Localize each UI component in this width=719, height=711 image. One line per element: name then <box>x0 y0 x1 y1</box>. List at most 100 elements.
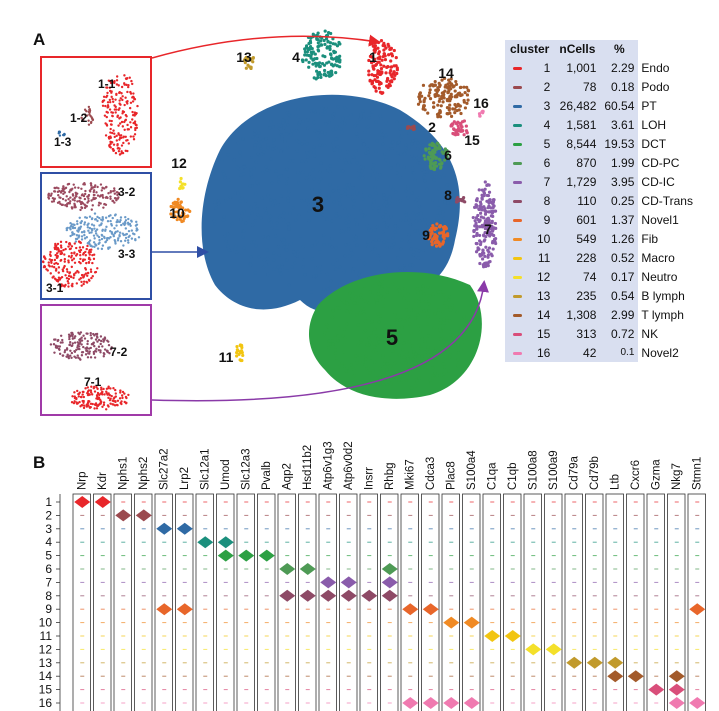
violin-gene-column <box>195 493 214 711</box>
violin-gene-column <box>236 493 255 711</box>
cluster-pct: 1.37 <box>600 210 639 229</box>
cluster-swatch <box>505 115 529 134</box>
cluster-tick-label: 12 <box>39 642 53 656</box>
cluster-id: 11 <box>529 248 555 267</box>
violin-mark <box>340 589 357 602</box>
cluster-celltype: Endo <box>638 58 697 77</box>
violin-mark <box>258 549 275 562</box>
color-swatch-icon <box>512 218 522 222</box>
violin-mark <box>299 589 316 602</box>
violin-mark <box>463 697 480 709</box>
cluster-row: 1 1,001 2.29 Endo <box>505 58 697 77</box>
cluster-table: cluster nCells % 1 1,001 2.29 Endo 2 78 0.18 Po… <box>505 40 697 362</box>
gene-tick-label: Aqp2 <box>281 463 293 490</box>
gene-tick-label: Cdca3 <box>425 457 437 490</box>
violin-mark <box>320 576 337 589</box>
cluster-tick-label: 3 <box>45 522 52 536</box>
violin-mark <box>422 697 439 709</box>
cluster-celltype: Novel2 <box>638 343 697 362</box>
tsne-cluster-label: 1 <box>369 49 377 65</box>
cluster-pct: 0.18 <box>600 77 639 96</box>
violin-gene-column <box>523 493 542 711</box>
cluster-row: 14 1,308 2.99 T lymph <box>505 305 697 324</box>
cluster-pct: 0.25 <box>600 191 639 210</box>
cluster-pct: 0.54 <box>600 286 639 305</box>
arrow-cluster1 <box>151 34 381 59</box>
violin-gene-column <box>298 493 317 711</box>
inset-subcluster-label: 3-2 <box>118 185 136 199</box>
cluster-id: 16 <box>529 343 555 362</box>
cluster-row: 3 26,482 60.54 PT <box>505 96 697 115</box>
color-swatch-icon <box>512 142 522 146</box>
violin-mark <box>668 697 685 709</box>
cluster-row: 15 313 0.72 NK <box>505 324 697 343</box>
violin-mark <box>156 522 173 535</box>
cluster-tick-label: 10 <box>39 616 53 630</box>
violin-mark <box>94 496 111 508</box>
tsne-cluster-label: 13 <box>236 49 252 65</box>
color-swatch-icon <box>512 199 522 203</box>
gene-tick-label: Nphs1 <box>117 457 129 490</box>
cluster-row: 13 235 0.54 B lymph <box>505 286 697 305</box>
cluster-id: 7 <box>529 172 555 191</box>
cluster-15-points <box>449 119 469 137</box>
inset-cluster1: 1-1 1-2 1-3 <box>40 56 152 168</box>
violin-gene-column <box>626 493 645 711</box>
violin-mark <box>422 603 439 616</box>
tsne-cluster-label: 15 <box>464 132 480 148</box>
cluster-celltype: CD-Trans <box>638 191 697 210</box>
violin-mark <box>279 563 296 575</box>
cluster-id: 2 <box>529 77 555 96</box>
gene-tick-label: C1qa <box>486 462 498 490</box>
cluster-tick-label: 2 <box>45 508 52 522</box>
violin-mark <box>566 656 583 669</box>
cluster-id: 12 <box>529 267 555 286</box>
cluster-row: 9 601 1.37 Novel1 <box>505 210 697 229</box>
cluster-pct: 0.17 <box>600 267 639 286</box>
color-swatch-icon <box>512 313 522 317</box>
gene-tick-label: Plac8 <box>445 461 457 490</box>
cluster-swatch <box>505 286 529 305</box>
cluster-ncells: 1,308 <box>554 305 601 324</box>
inset-subcluster-label: 3-3 <box>118 247 136 261</box>
violin-mark <box>217 549 234 562</box>
violin-mark <box>443 697 460 709</box>
color-swatch-icon <box>512 275 522 279</box>
header-pct: % <box>600 40 639 58</box>
tsne-cluster-label: 16 <box>473 95 489 111</box>
cluster-pct: 60.54 <box>600 96 639 115</box>
cluster-ncells: 1,581 <box>554 115 601 134</box>
gene-tick-label: Hsd11b2 <box>302 445 314 490</box>
gene-tick-label: Nkg7 <box>671 463 683 490</box>
cluster-ncells: 8,544 <box>554 134 601 153</box>
violin-mark <box>402 697 419 709</box>
cluster-pct: 0.52 <box>600 248 639 267</box>
violin-mark <box>361 589 378 602</box>
cluster-tick-label: 16 <box>39 696 53 710</box>
cluster-ncells: 870 <box>554 153 601 172</box>
cluster-swatch <box>505 77 529 96</box>
gene-tick-label: Lrp2 <box>179 467 191 490</box>
violin-mark <box>217 536 234 549</box>
gene-tick-label: S100a9 <box>548 450 560 490</box>
cluster-12-points <box>178 176 187 191</box>
cluster-5-points <box>322 280 472 391</box>
color-swatch-icon <box>512 66 522 70</box>
gene-tick-label: Slc12a3 <box>240 448 252 490</box>
cluster-tick-label: 15 <box>39 683 53 697</box>
violin-mark <box>463 616 480 629</box>
violin-gene-column <box>134 493 153 711</box>
cluster-14-points <box>416 76 471 119</box>
violin-mark <box>525 643 542 656</box>
gene-tick-label: Insrr <box>363 467 375 490</box>
cluster-tick-label: 9 <box>45 602 52 616</box>
gene-tick-label: Mki67 <box>404 459 416 490</box>
violin-mark <box>340 576 357 589</box>
cluster-id: 14 <box>529 305 555 324</box>
gene-tick-label: Umod <box>220 459 232 490</box>
cluster-row: 8 110 0.25 CD-Trans <box>505 191 697 210</box>
violin-gene-column <box>482 493 501 711</box>
inset-cluster3: 3-2 3-3 3-1 <box>40 172 152 300</box>
cluster-swatch <box>505 267 529 286</box>
cluster-id: 3 <box>529 96 555 115</box>
